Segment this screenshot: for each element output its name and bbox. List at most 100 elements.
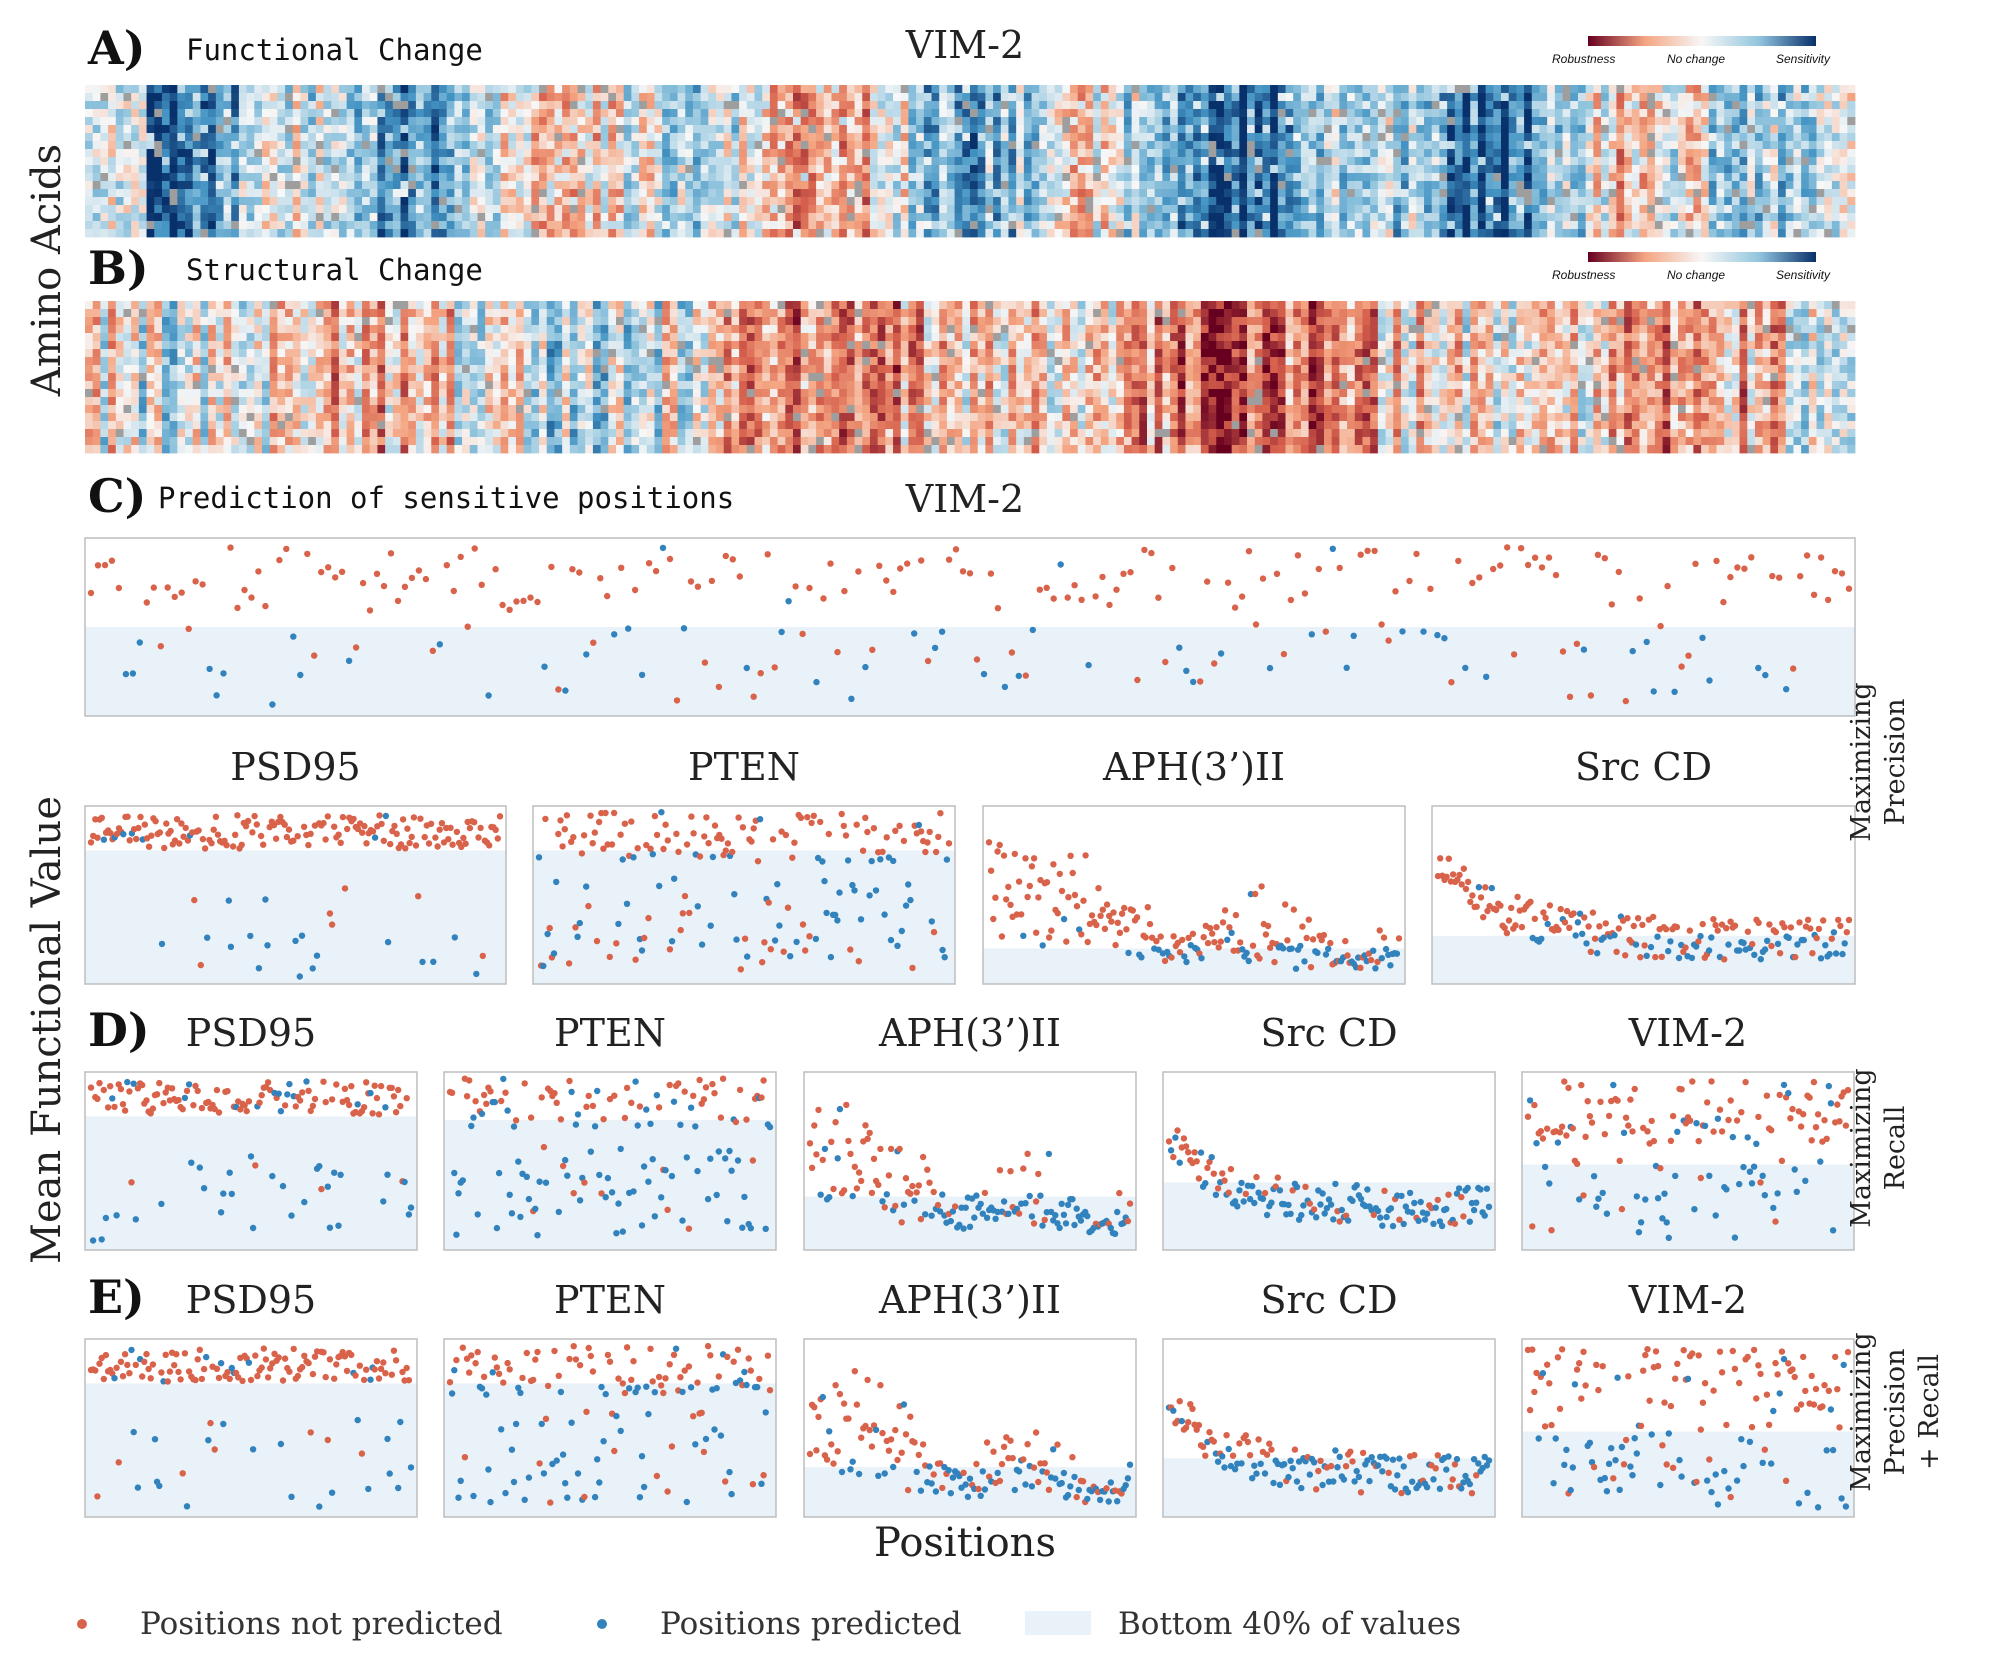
heatmap-cell <box>723 197 732 206</box>
heatmap-cell <box>446 213 455 222</box>
heatmap-cell <box>923 149 932 158</box>
heatmap-cell <box>777 197 786 206</box>
heatmap-cell <box>223 149 232 158</box>
heatmap-cell <box>1131 213 1140 222</box>
heatmap-cell <box>1016 157 1025 166</box>
heatmap-cell <box>285 445 294 454</box>
heatmap-cell <box>1778 93 1787 102</box>
heatmap-cell <box>1731 149 1740 158</box>
heatmap-cell <box>785 109 794 118</box>
heatmap-cell-missing <box>777 157 786 166</box>
heatmap-cell <box>1824 165 1833 174</box>
heatmap-cell <box>1493 109 1502 118</box>
heatmap-cell <box>916 213 925 222</box>
heatmap-cell <box>362 221 371 230</box>
heatmap-cell <box>1193 141 1202 150</box>
heatmap-cell <box>1770 125 1779 134</box>
heatmap-cell <box>1462 101 1471 110</box>
heatmap-cell <box>1154 189 1163 198</box>
heatmap-cell <box>315 93 324 102</box>
heatmap-cell <box>1554 173 1563 182</box>
heatmap-cell <box>900 189 909 198</box>
heatmap-cell <box>1593 149 1602 158</box>
heatmap-cell <box>408 205 417 214</box>
heatmap-cell <box>954 109 963 118</box>
heatmap-cell <box>454 189 463 198</box>
heatmap-cell <box>1477 101 1487 110</box>
heatmap-cell <box>485 205 494 214</box>
heatmap-cell <box>1170 141 1179 150</box>
heatmap-cell <box>1308 189 1317 198</box>
heatmap-cell <box>1016 141 1025 150</box>
heatmap-cell <box>700 133 709 142</box>
heatmap-cell <box>308 165 317 174</box>
heatmap-cell <box>554 229 563 238</box>
heatmap-cell <box>269 101 278 110</box>
heatmap-cell <box>1131 221 1140 230</box>
heatmap-cell-missing <box>1454 85 1463 94</box>
heatmap-cell <box>1000 221 1009 230</box>
heatmap-cell <box>1370 93 1379 102</box>
heatmap-cell <box>623 213 632 222</box>
heatmap-cell <box>369 165 378 174</box>
heatmap-cell <box>1508 173 1517 182</box>
heatmap-cell <box>554 173 563 182</box>
heatmap-cell <box>1593 125 1602 134</box>
heatmap-cell <box>1847 133 1856 142</box>
heatmap-cell <box>839 157 848 166</box>
heatmap-cell <box>1547 133 1556 142</box>
heatmap-cell <box>1239 181 1248 190</box>
heatmap-cell <box>1308 197 1317 206</box>
heatmap-cell <box>1454 133 1463 142</box>
heatmap-cell <box>1454 181 1463 190</box>
heatmap-cell <box>1454 109 1463 118</box>
heatmap-cell <box>1039 93 1048 102</box>
heatmap-cell <box>392 181 401 190</box>
heatmap-cell <box>862 109 871 118</box>
heatmap-cell <box>1562 125 1571 134</box>
heatmap-cell <box>685 149 694 158</box>
heatmap-cell <box>1300 181 1310 190</box>
heatmap-cell <box>123 445 132 454</box>
heatmap-cell <box>716 173 725 182</box>
heatmap-cell <box>608 221 617 230</box>
heatmap-cell <box>308 189 317 198</box>
heatmap-cell <box>1608 173 1617 182</box>
heatmap-cell <box>1100 221 1109 230</box>
heatmap-cell <box>315 405 324 414</box>
heatmap-cell <box>308 117 317 126</box>
heatmap-cell <box>1370 141 1379 150</box>
heatmap-cell <box>1285 109 1294 118</box>
heatmap-cell <box>362 157 371 166</box>
heatmap-cell <box>238 165 248 174</box>
heatmap-cell-missing <box>92 181 101 190</box>
heatmap-cell <box>916 173 925 182</box>
heatmap-cell <box>85 101 94 110</box>
heatmap-cell <box>785 205 794 214</box>
heatmap-cell <box>1785 149 1794 158</box>
heatmap-cell-missing <box>1524 189 1533 198</box>
heatmap-cell <box>1662 189 1671 198</box>
structural-change-heatmap <box>85 301 1856 454</box>
heatmap-cell <box>1485 125 1494 134</box>
heatmap-cell <box>1285 93 1294 102</box>
heatmap-cell <box>854 197 863 206</box>
heatmap-cell <box>1324 173 1333 182</box>
heatmap-cell <box>161 429 171 438</box>
heatmap-cell <box>1662 141 1671 150</box>
heatmap-cell <box>223 181 232 190</box>
heatmap-cell <box>1170 189 1179 198</box>
heatmap-cell <box>108 405 117 414</box>
heatmap-cell <box>654 189 663 198</box>
heatmap-cell <box>1770 157 1779 166</box>
heatmap-cell <box>1824 133 1833 142</box>
heatmap-cell <box>415 229 425 238</box>
heatmap-cell <box>854 109 863 118</box>
heatmap-cell <box>308 173 317 182</box>
heatmap-cell <box>654 181 663 190</box>
heatmap-cell <box>1547 101 1556 110</box>
heatmap-cell <box>808 141 817 150</box>
heatmap-cell <box>231 373 240 382</box>
heatmap-cell <box>300 309 309 318</box>
heatmap-cell <box>823 85 832 94</box>
